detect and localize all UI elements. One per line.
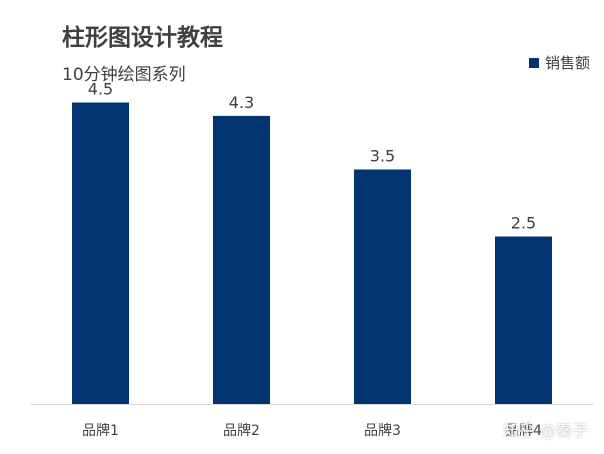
chart-title: 柱形图设计教程 xyxy=(62,25,223,51)
bar-1 xyxy=(72,102,129,404)
chart-subtitle: 10分钟绘图系列 xyxy=(62,65,186,85)
chart-legend: 销售额 xyxy=(528,52,590,73)
watermark: 知乎 @秦子 xyxy=(502,421,588,440)
data-label-4: 2.5 xyxy=(511,214,536,233)
legend-label: 销售额 xyxy=(544,54,590,72)
bar-2 xyxy=(213,115,270,405)
x-tick-label-1: 品牌1 xyxy=(82,422,119,439)
legend-swatch xyxy=(528,57,539,68)
data-label-2: 4.3 xyxy=(229,93,254,112)
data-label-3: 3.5 xyxy=(370,147,395,166)
x-tick-label-2: 品牌2 xyxy=(223,422,260,439)
x-tick-label-3: 品牌3 xyxy=(364,422,401,439)
x-tick-label-4: 品牌4 xyxy=(505,422,542,439)
bar-3 xyxy=(354,169,411,404)
data-label-1: 4.5 xyxy=(88,80,113,99)
bar-4 xyxy=(495,236,552,404)
